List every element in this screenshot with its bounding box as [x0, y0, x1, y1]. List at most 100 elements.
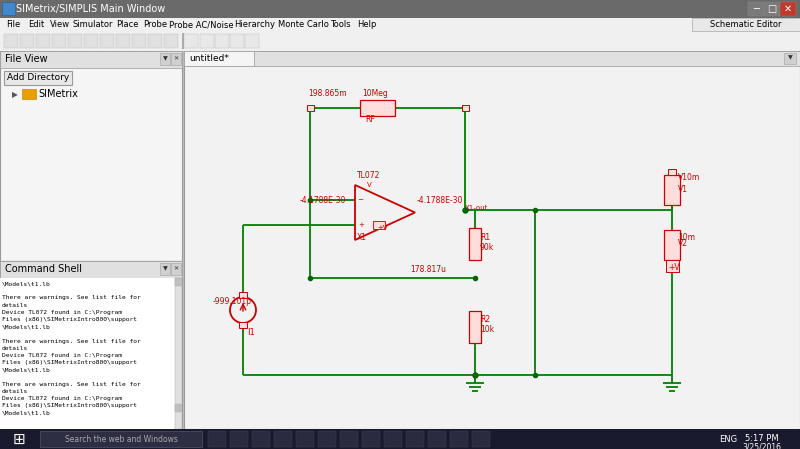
Bar	[428, 431, 446, 447]
Bar	[0, 18, 800, 31]
Bar	[184, 51, 800, 429]
Bar	[0, 429, 800, 449]
Bar	[175, 404, 182, 412]
Text: There are warnings. See list file for: There are warnings. See list file for	[2, 382, 141, 387]
Text: SIMetrix: SIMetrix	[624, 435, 661, 444]
Text: 10Meg: 10Meg	[362, 89, 388, 98]
Bar	[462, 105, 469, 111]
Text: SIMetrix: SIMetrix	[38, 89, 78, 99]
Text: Device TL072 found in C:\Program: Device TL072 found in C:\Program	[2, 310, 122, 315]
Text: There are warnings. See list file for: There are warnings. See list file for	[2, 295, 141, 300]
Bar	[230, 34, 244, 48]
Bar	[780, 2, 796, 16]
Bar	[22, 89, 36, 99]
Bar	[0, 261, 182, 429]
Bar	[469, 228, 481, 260]
Bar	[340, 431, 358, 447]
Bar	[0, 51, 182, 68]
Text: V1: V1	[678, 185, 688, 194]
Text: □: □	[767, 4, 777, 14]
Bar	[4, 34, 18, 48]
Bar	[239, 292, 247, 298]
Text: File View: File View	[5, 54, 48, 65]
Text: \Models\t1.lb: \Models\t1.lb	[2, 410, 50, 416]
Bar	[0, 429, 800, 449]
Bar	[40, 431, 202, 447]
Text: There are warnings. See list file for: There are warnings. See list file for	[2, 339, 141, 343]
Text: Add Directory: Add Directory	[7, 74, 69, 83]
Bar	[0, 429, 800, 430]
Bar	[2, 430, 146, 448]
Bar	[184, 51, 800, 66]
Text: X1: X1	[357, 233, 367, 242]
Bar	[160, 263, 170, 275]
Text: Edit: Edit	[28, 20, 45, 29]
Text: X 1.25: X 1.25	[152, 435, 181, 444]
Text: RF: RF	[365, 115, 374, 124]
Text: Modified: Modified	[309, 435, 348, 444]
Text: -999.101p: -999.101p	[213, 298, 252, 307]
Text: Files (x86)\SIMetrixIntro800\support: Files (x86)\SIMetrixIntro800\support	[2, 360, 137, 365]
Text: \Models\t1.lb: \Models\t1.lb	[2, 324, 50, 329]
Text: 178.817u: 178.817u	[410, 265, 446, 274]
Text: SIMetrix/SIMPLIS Main Window: SIMetrix/SIMPLIS Main Window	[16, 4, 166, 14]
Text: +: +	[358, 222, 364, 228]
Bar	[171, 53, 181, 65]
Text: V10m: V10m	[678, 173, 700, 182]
Bar	[274, 431, 292, 447]
Bar	[692, 18, 800, 31]
Text: ENG: ENG	[719, 435, 737, 444]
Text: Files (x86)\SIMetrixIntro800\support: Files (x86)\SIMetrixIntro800\support	[2, 403, 137, 409]
Bar	[148, 430, 303, 448]
Bar	[362, 431, 380, 447]
Bar	[2, 2, 15, 15]
Bar	[4, 71, 72, 85]
Text: 90k: 90k	[480, 243, 494, 252]
Text: Schematic Editor: Schematic Editor	[710, 20, 782, 29]
Text: V: V	[367, 182, 372, 188]
Bar	[472, 431, 490, 447]
Text: X1-out: X1-out	[465, 204, 488, 211]
Bar	[384, 431, 402, 447]
Text: Probe AC/Noise: Probe AC/Noise	[170, 20, 234, 29]
Text: Command Shell: Command Shell	[5, 264, 82, 274]
Text: TL072: TL072	[357, 171, 380, 180]
Text: Monte Carlo: Monte Carlo	[278, 20, 329, 29]
Bar	[307, 105, 314, 111]
Bar	[230, 431, 248, 447]
Bar	[620, 430, 798, 448]
Bar	[784, 53, 796, 64]
Bar	[764, 2, 780, 16]
Bar	[148, 34, 162, 48]
Bar	[0, 51, 182, 261]
Text: ✕: ✕	[784, 4, 792, 14]
Text: -4.1788E-30: -4.1788E-30	[300, 196, 346, 205]
Text: Tools: Tools	[330, 20, 351, 29]
Bar	[0, 261, 182, 278]
Text: Probe: Probe	[142, 20, 167, 29]
Bar	[132, 34, 146, 48]
Bar	[184, 34, 198, 48]
Text: Select: Select	[6, 435, 34, 444]
Bar	[373, 220, 385, 229]
Bar	[52, 34, 66, 48]
Text: 10k: 10k	[480, 326, 494, 335]
Bar	[252, 431, 270, 447]
Text: details: details	[2, 389, 28, 394]
Bar	[0, 31, 800, 51]
Bar	[406, 431, 424, 447]
Bar	[664, 175, 680, 205]
Bar	[305, 430, 618, 448]
Bar	[450, 431, 468, 447]
Text: Search the web and Windows: Search the web and Windows	[65, 435, 178, 444]
Text: ─: ─	[753, 4, 759, 14]
Text: Help: Help	[357, 20, 376, 29]
Text: Hierarchy: Hierarchy	[234, 20, 275, 29]
Text: -4.1788E-30: -4.1788E-30	[417, 196, 463, 205]
Bar	[245, 34, 259, 48]
Bar	[171, 263, 181, 275]
Bar	[68, 34, 82, 48]
Text: +V: +V	[377, 224, 388, 230]
Text: \Models\t1.lb: \Models\t1.lb	[2, 367, 50, 372]
Text: untitled*: untitled*	[189, 54, 229, 63]
